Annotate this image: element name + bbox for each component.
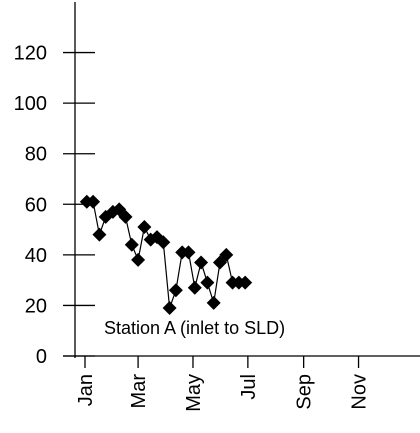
data-point [200, 275, 215, 290]
series-markers [79, 194, 253, 315]
y-tick-label: 0 [36, 346, 47, 368]
x-tick-label: Nov [349, 374, 371, 410]
data-point [137, 220, 152, 235]
data-point [168, 283, 183, 298]
y-tick-label: 60 [25, 194, 47, 216]
x-tick-label: Sep [294, 374, 316, 410]
data-point [181, 245, 196, 260]
x-tick-label: Jan [75, 374, 97, 406]
data-point [206, 295, 221, 310]
y-ticks: 0 20 40 60 80 100 120 [14, 43, 95, 368]
data-point [124, 237, 139, 252]
x-tick-label: Mar [128, 374, 150, 409]
axes [63, 2, 420, 358]
data-point [238, 275, 253, 290]
y-tick-label: 120 [14, 43, 47, 65]
x-ticks: Jan Mar May Jul Sep Nov [75, 356, 371, 412]
data-point [131, 252, 146, 267]
data-point [194, 255, 209, 270]
data-point [118, 209, 133, 224]
station-annotation: Station A (inlet to SLD) [104, 318, 285, 338]
data-point [86, 194, 101, 209]
data-point [92, 227, 107, 242]
data-point [156, 235, 171, 250]
data-point [187, 280, 202, 295]
y-tick-label: 20 [25, 295, 47, 317]
data-point [162, 300, 177, 315]
y-tick-label: 100 [14, 93, 47, 115]
y-tick-label: 80 [25, 144, 47, 166]
data-point [219, 247, 234, 262]
x-tick-label: Jul [238, 374, 260, 400]
y-tick-label: 40 [25, 245, 47, 267]
x-tick-label: May [183, 374, 205, 412]
